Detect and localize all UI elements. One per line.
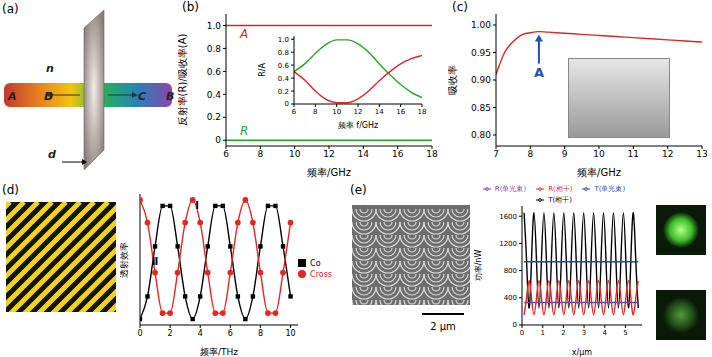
- svg-text:d: d: [48, 148, 56, 161]
- html-text:R(相干): R(相干): [548, 185, 573, 193]
- svg-text:频率/THz: 频率/THz: [200, 347, 238, 357]
- svg-text:3: 3: [582, 329, 586, 337]
- svg-text:800: 800: [504, 267, 517, 275]
- html-text:(d): (d): [2, 183, 19, 197]
- svg-text:14: 14: [375, 108, 384, 116]
- svg-text:0.8: 0.8: [207, 44, 222, 54]
- svg-text:10: 10: [332, 108, 341, 116]
- svg-text:n: n: [46, 62, 54, 75]
- svg-text:x/μm: x/μm: [572, 348, 593, 357]
- svg-text:16: 16: [392, 149, 404, 159]
- svg-text:0.90: 0.90: [471, 75, 491, 85]
- svg-text:1.0: 1.0: [278, 36, 289, 44]
- svg-text:B: B: [166, 90, 174, 103]
- svg-text:13: 13: [696, 149, 707, 159]
- svg-text:R/A: R/A: [258, 63, 267, 77]
- svg-text:1600: 1600: [499, 213, 517, 221]
- html-text:R(单光束): R(单光束): [494, 185, 527, 193]
- svg-text:2: 2: [168, 329, 173, 338]
- svg-text:0.8: 0.8: [278, 49, 289, 57]
- svg-text:6: 6: [223, 149, 229, 159]
- svg-text:功率/nW: 功率/nW: [474, 250, 483, 282]
- svg-text:10: 10: [593, 149, 605, 159]
- svg-text:6: 6: [292, 108, 297, 116]
- svg-text:14: 14: [358, 149, 370, 159]
- svg-text:(a): (a): [2, 2, 19, 16]
- svg-text:0.2: 0.2: [278, 88, 289, 96]
- html-text:(b): (b): [182, 0, 199, 14]
- svg-text:A: A: [534, 65, 544, 80]
- svg-text:0.4: 0.4: [278, 75, 290, 83]
- html-text:(e): (e): [350, 183, 367, 197]
- svg-text:A: A: [7, 90, 17, 103]
- svg-text:18: 18: [418, 108, 427, 116]
- svg-text:0.4: 0.4: [207, 90, 222, 100]
- svg-text:频率/GHz: 频率/GHz: [577, 167, 621, 178]
- svg-text:Ⅰ: Ⅰ: [195, 200, 199, 211]
- svg-text:透射效率: 透射效率: [120, 242, 129, 278]
- svg-text:5: 5: [623, 329, 627, 337]
- html-text:T(相干): T(相干): [548, 196, 572, 204]
- svg-text:吸收率: 吸收率: [448, 65, 458, 95]
- svg-text:11: 11: [628, 149, 639, 159]
- svg-text:2: 2: [561, 329, 565, 337]
- svg-text:0: 0: [215, 135, 221, 145]
- svg-text:0.2: 0.2: [207, 112, 221, 122]
- svg-text:R: R: [240, 124, 248, 138]
- svg-text:A: A: [239, 27, 248, 41]
- html-text:T(单光束): T(单光束): [594, 185, 626, 193]
- svg-text:8: 8: [313, 108, 317, 116]
- svg-text:6: 6: [228, 329, 233, 338]
- html-text:(c): (c): [452, 0, 468, 14]
- svg-text:10: 10: [289, 149, 301, 159]
- html-text:Co: Co: [310, 258, 321, 268]
- svg-text:反射率(R)/吸收率(A): 反射率(R)/吸收率(A): [178, 34, 188, 127]
- svg-text:400: 400: [504, 294, 517, 302]
- svg-text:0: 0: [520, 329, 524, 337]
- svg-text:16: 16: [396, 108, 405, 116]
- svg-text:频率/GHz: 频率/GHz: [307, 167, 351, 178]
- svg-text:0: 0: [285, 100, 289, 108]
- svg-text:1200: 1200: [499, 240, 517, 248]
- svg-text:0.6: 0.6: [278, 62, 290, 70]
- svg-text:4: 4: [198, 329, 203, 338]
- svg-text:10: 10: [285, 329, 295, 338]
- svg-text:12: 12: [662, 149, 673, 159]
- html-text:Cross: Cross: [310, 269, 332, 279]
- svg-text:0: 0: [137, 329, 142, 338]
- svg-text:1.00: 1.00: [471, 20, 491, 30]
- svg-text:2 μm: 2 μm: [430, 321, 456, 332]
- svg-text:12: 12: [354, 108, 363, 116]
- svg-text:8: 8: [257, 149, 263, 159]
- svg-text:0.85: 0.85: [471, 103, 491, 113]
- svg-text:0.80: 0.80: [471, 130, 491, 140]
- svg-text:1: 1: [540, 329, 544, 337]
- svg-text:18: 18: [426, 149, 438, 159]
- svg-text:Ⅱ: Ⅱ: [152, 256, 159, 267]
- svg-text:C: C: [138, 90, 146, 103]
- svg-text:8: 8: [527, 149, 533, 159]
- svg-text:0.6: 0.6: [207, 67, 222, 77]
- svg-text:4: 4: [603, 329, 608, 337]
- svg-text:7: 7: [493, 149, 499, 159]
- svg-text:0: 0: [513, 321, 517, 329]
- svg-text:频率 f/GHz: 频率 f/GHz: [338, 121, 378, 130]
- svg-text:12: 12: [323, 149, 334, 159]
- svg-text:9: 9: [562, 149, 568, 159]
- svg-text:1.0: 1.0: [207, 21, 222, 31]
- svg-text:0.95: 0.95: [471, 48, 491, 58]
- svg-text:D: D: [44, 90, 53, 103]
- svg-text:8: 8: [258, 329, 263, 338]
